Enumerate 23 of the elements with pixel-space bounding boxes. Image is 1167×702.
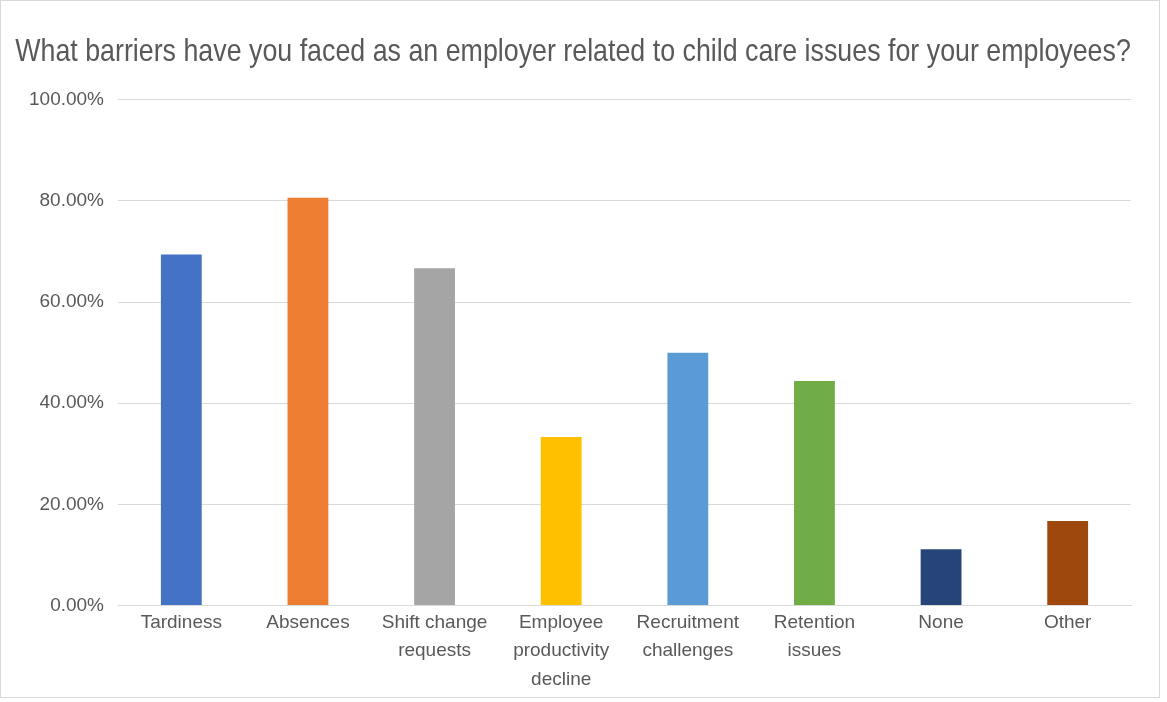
y-tick-label: 20.00% bbox=[39, 492, 105, 514]
x-tick-label: Recruitment challenges bbox=[636, 610, 740, 661]
x-tick-label: Absences bbox=[266, 610, 350, 632]
x-tick-label: Employee productivity decline bbox=[513, 610, 610, 689]
bar bbox=[160, 254, 202, 605]
bar bbox=[1047, 521, 1089, 605]
bar bbox=[794, 380, 835, 605]
y-tick-label: 40.00% bbox=[39, 391, 105, 413]
x-tick-label: Tardiness bbox=[140, 610, 222, 632]
bar bbox=[920, 549, 962, 605]
x-tick-label: Shift change requests bbox=[381, 610, 488, 661]
x-tick-label: None bbox=[918, 610, 964, 632]
chart-title: What barriers have you faced as an employer related to child care issues for your employees? bbox=[15, 33, 1131, 68]
y-tick-label: 60.00% bbox=[39, 290, 105, 312]
bar bbox=[667, 352, 709, 605]
y-tick-label: 100.00% bbox=[28, 87, 105, 109]
y-tick-label: 0.00% bbox=[50, 593, 105, 615]
y-tick-label: 80.00% bbox=[39, 189, 105, 211]
bar bbox=[540, 437, 582, 605]
x-tick-label: Other bbox=[1043, 610, 1093, 632]
bar bbox=[287, 197, 329, 605]
x-tick-label: Retention issues bbox=[773, 610, 856, 661]
bar bbox=[414, 268, 455, 605]
